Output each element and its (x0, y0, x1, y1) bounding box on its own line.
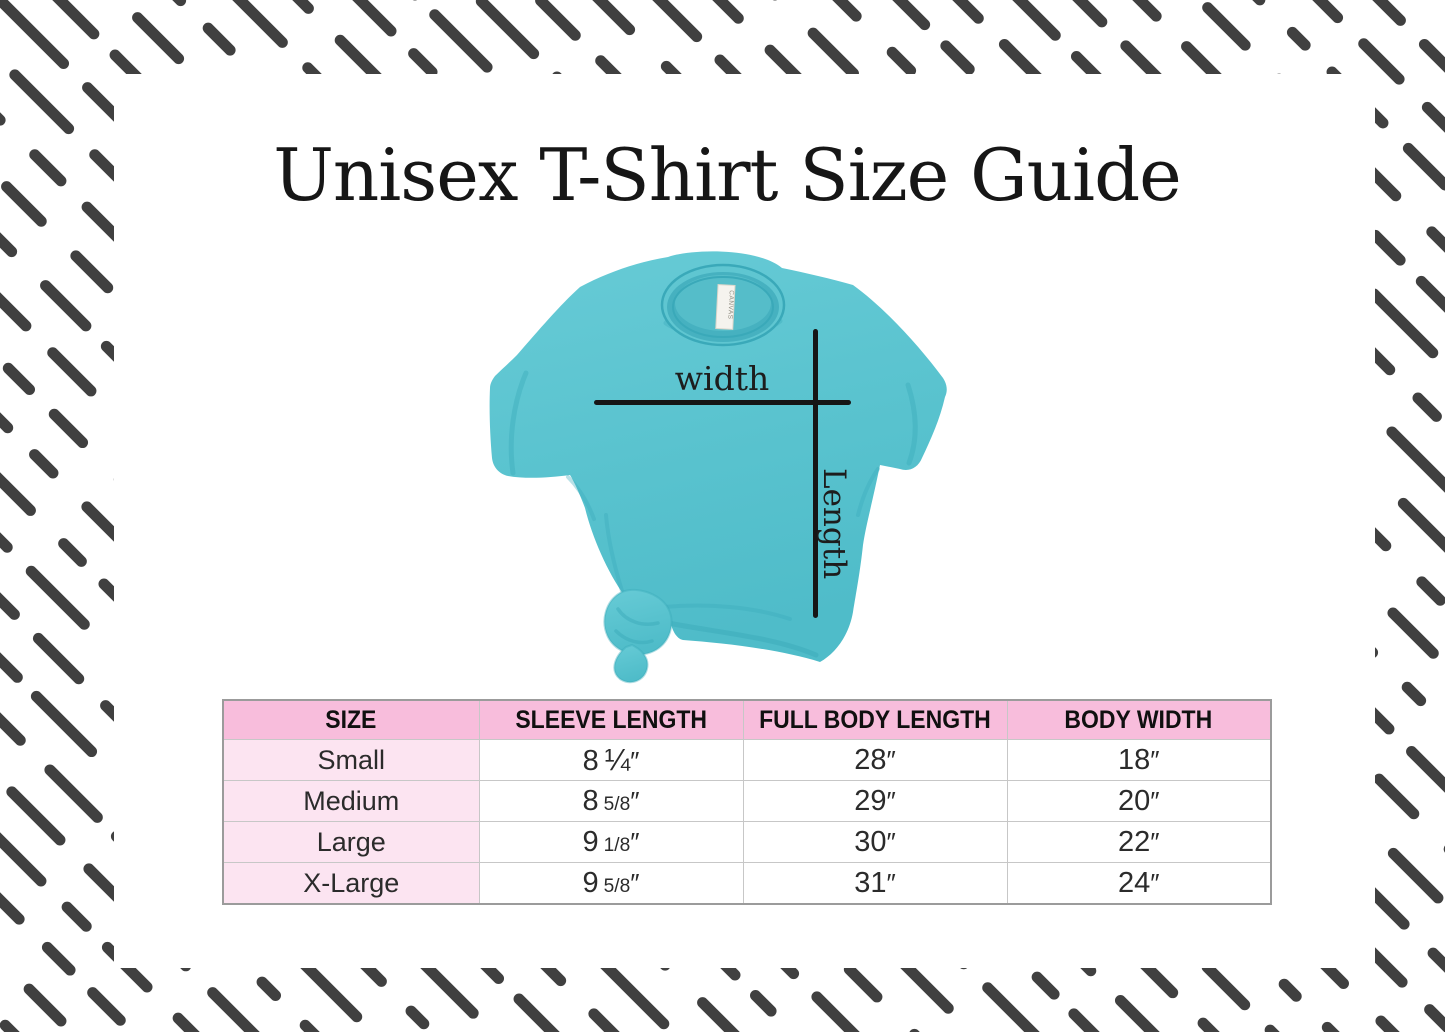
shirt-knot (603, 588, 673, 684)
table-row-x-large: X-Large 9 5/8″ 31″ 24″ (222, 862, 1272, 905)
size-cell: Medium (222, 780, 480, 822)
full-body-length-cell: 31″ (742, 862, 1008, 905)
sleeve-length-cell: 8 5/8″ (478, 780, 744, 822)
sleeve-length-cell: 8 ¼″ (478, 739, 744, 781)
width-label: width (674, 359, 770, 398)
full-body-length-cell: 30″ (742, 821, 1008, 863)
width-measure-line (594, 400, 851, 405)
body-width-cell: 24″ (1006, 862, 1272, 905)
full-body-length-cell: 28″ (742, 739, 1008, 781)
shirt-body (489, 251, 947, 662)
sleeve-length-cell: 9 5/8″ (478, 862, 744, 905)
tshirt-graphic: CANVAS (489, 251, 947, 684)
size-table: SIZE SLEEVE LENGTH FULL BODY LENGTH BODY… (222, 699, 1272, 905)
size-cell: Large (222, 821, 480, 863)
collar-tag-text: CANVAS (726, 290, 735, 320)
body-width-cell: 18″ (1006, 739, 1272, 781)
length-measure-line (813, 329, 818, 618)
full-body-length-cell: 29″ (742, 780, 1008, 822)
size-cell: Small (222, 739, 480, 781)
page-title: Unisex T-Shirt Size Guide (273, 133, 1182, 217)
table-row-medium: Medium 8 5/8″ 29″ 20″ (222, 780, 1272, 822)
table-row-large: Large 9 1/8″ 30″ 22″ (222, 821, 1272, 863)
length-label: Length (816, 468, 852, 580)
size-cell: X-Large (222, 862, 480, 905)
table-row-small: Small 8 ¼″ 28″ 18″ (222, 739, 1272, 781)
collar-tag: CANVAS (715, 284, 736, 330)
column-header-sleeve-length: SLEEVE LENGTH (478, 699, 744, 740)
column-header-body-width: BODY WIDTH (1006, 699, 1272, 740)
body-width-cell: 20″ (1006, 780, 1272, 822)
size-table-header-row: SIZE SLEEVE LENGTH FULL BODY LENGTH BODY… (222, 699, 1272, 740)
tshirt-diagram: CANVAS (468, 243, 960, 685)
column-header-size: SIZE (222, 699, 480, 740)
column-header-full-body-length: FULL BODY LENGTH (742, 699, 1008, 740)
sleeve-length-cell: 9 1/8″ (478, 821, 744, 863)
body-width-cell: 22″ (1006, 821, 1272, 863)
